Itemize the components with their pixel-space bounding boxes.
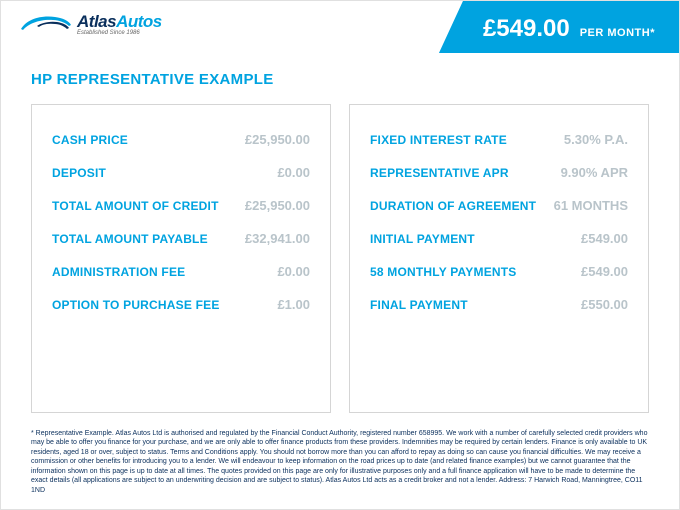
row-label: REPRESENTATIVE APR xyxy=(370,166,509,180)
row-label: FINAL PAYMENT xyxy=(370,298,468,312)
row-label: 58 MONTHLY PAYMENTS xyxy=(370,265,517,279)
table-row: FIXED INTEREST RATE 5.30% P.A. xyxy=(370,123,628,156)
table-row: CASH PRICE £25,950.00 xyxy=(52,123,310,156)
row-label: DEPOSIT xyxy=(52,166,106,180)
brand-name-dark: Atlas xyxy=(77,12,116,31)
row-value: £0.00 xyxy=(277,264,310,279)
monthly-price-banner: £549.00 PER MONTH* xyxy=(439,1,679,53)
row-label: INITIAL PAYMENT xyxy=(370,232,475,246)
row-value: £550.00 xyxy=(581,297,628,312)
finance-example-card: AtlasAutos Established Since 1986 £549.0… xyxy=(0,0,680,510)
row-value: 9.90% APR xyxy=(561,165,628,180)
finance-panels: CASH PRICE £25,950.00 DEPOSIT £0.00 TOTAL … xyxy=(1,104,679,413)
row-value: £0.00 xyxy=(277,165,310,180)
title-row: HP REPRESENTATIVE EXAMPLE xyxy=(1,61,679,104)
disclaimer-text: * Representative Example. Atlas Autos Lt… xyxy=(31,429,649,495)
header: AtlasAutos Established Since 1986 £549.0… xyxy=(1,1,679,61)
table-row: DURATION OF AGREEMENT 61 MONTHS xyxy=(370,189,628,222)
left-panel: CASH PRICE £25,950.00 DEPOSIT £0.00 TOTAL … xyxy=(31,104,331,413)
right-panel: FIXED INTEREST RATE 5.30% P.A. REPRESENTA… xyxy=(349,104,649,413)
car-swoosh-icon xyxy=(19,11,73,37)
row-value: 61 MONTHS xyxy=(554,198,628,213)
table-row: ADMINISTRATION FEE £0.00 xyxy=(52,255,310,288)
row-label: CASH PRICE xyxy=(52,133,128,147)
row-value: £32,941.00 xyxy=(245,231,310,246)
brand-logo: AtlasAutos Established Since 1986 xyxy=(1,1,180,47)
row-value: £549.00 xyxy=(581,264,628,279)
row-value: £25,950.00 xyxy=(245,198,310,213)
table-row: TOTAL AMOUNT PAYABLE £32,941.00 xyxy=(52,222,310,255)
row-label: ADMINISTRATION FEE xyxy=(52,265,185,279)
row-value: 5.30% P.A. xyxy=(564,132,628,147)
brand-name: AtlasAutos xyxy=(77,12,162,32)
row-value: £549.00 xyxy=(581,231,628,246)
table-row: TOTAL AMOUNT OF CREDIT £25,950.00 xyxy=(52,189,310,222)
row-label: OPTION TO PURCHASE FEE xyxy=(52,298,220,312)
row-value: £1.00 xyxy=(277,297,310,312)
brand-name-blue: Autos xyxy=(116,12,162,31)
table-row: INITIAL PAYMENT £549.00 xyxy=(370,222,628,255)
row-label: TOTAL AMOUNT PAYABLE xyxy=(52,232,208,246)
row-value: £25,950.00 xyxy=(245,132,310,147)
table-row: 58 MONTHLY PAYMENTS £549.00 xyxy=(370,255,628,288)
table-row: OPTION TO PURCHASE FEE £1.00 xyxy=(52,288,310,321)
monthly-price-amount: £549.00 xyxy=(483,15,570,43)
page-title: HP REPRESENTATIVE EXAMPLE xyxy=(31,71,649,88)
table-row: FINAL PAYMENT £550.00 xyxy=(370,288,628,321)
row-label: FIXED INTEREST RATE xyxy=(370,133,507,147)
monthly-price-period: PER MONTH* xyxy=(580,27,655,39)
disclaimer-footer: * Representative Example. Atlas Autos Lt… xyxy=(1,413,679,509)
table-row: DEPOSIT £0.00 xyxy=(52,156,310,189)
brand-tagline: Established Since 1986 xyxy=(77,30,162,36)
row-label: TOTAL AMOUNT OF CREDIT xyxy=(52,199,219,213)
table-row: REPRESENTATIVE APR 9.90% APR xyxy=(370,156,628,189)
row-label: DURATION OF AGREEMENT xyxy=(370,199,536,213)
